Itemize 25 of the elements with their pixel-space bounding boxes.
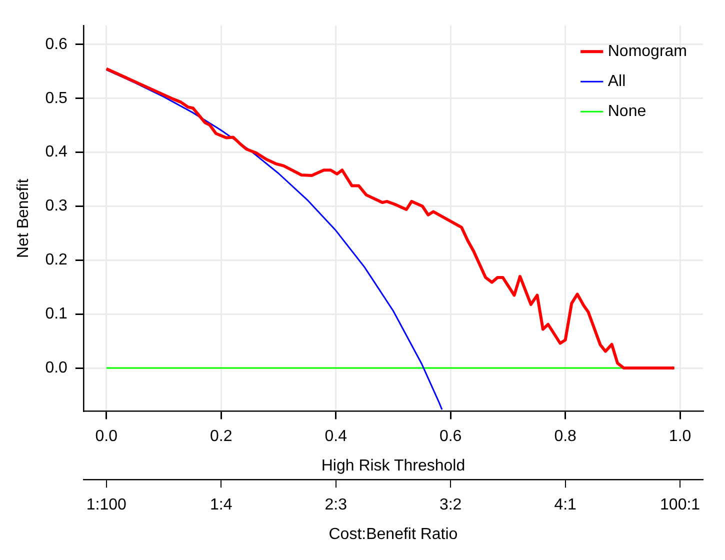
y-tick-label: 0.0 xyxy=(45,359,68,376)
x-tick-label: 1.0 xyxy=(668,428,692,446)
x-tick-label: 0.4 xyxy=(324,428,348,446)
text: 1:4 xyxy=(210,496,232,514)
y-tick-label: 0.1 xyxy=(45,306,68,323)
y-tick-label: 0.5 xyxy=(45,90,68,107)
y-tick-label: 0.2 xyxy=(45,252,68,269)
legend-label: None xyxy=(608,103,646,120)
y-axis-title: Net Benefit xyxy=(15,178,32,258)
legend-label: All xyxy=(608,73,626,90)
x-tick-label: 0.8 xyxy=(554,428,577,446)
y-tick-label: 0.6 xyxy=(45,36,68,53)
x-tick-label: 0.0 xyxy=(95,428,118,446)
x2-axis-title: Cost:Benefit Ratio xyxy=(328,526,458,543)
x-axis-title: High Risk Threshold xyxy=(321,457,466,474)
text: 3:2 xyxy=(439,496,462,514)
x-tick-label: 0.2 xyxy=(210,428,232,446)
legend-label: Nomogram xyxy=(608,43,688,60)
y-tick-label: 0.4 xyxy=(45,144,68,161)
y-tick-label: 0.3 xyxy=(45,198,68,215)
text: 1:100 xyxy=(86,496,127,514)
text: 2:3 xyxy=(324,496,348,514)
text: 4:1 xyxy=(554,496,577,514)
text: 100:1 xyxy=(660,496,700,514)
x-tick-label: 0.6 xyxy=(439,428,462,446)
